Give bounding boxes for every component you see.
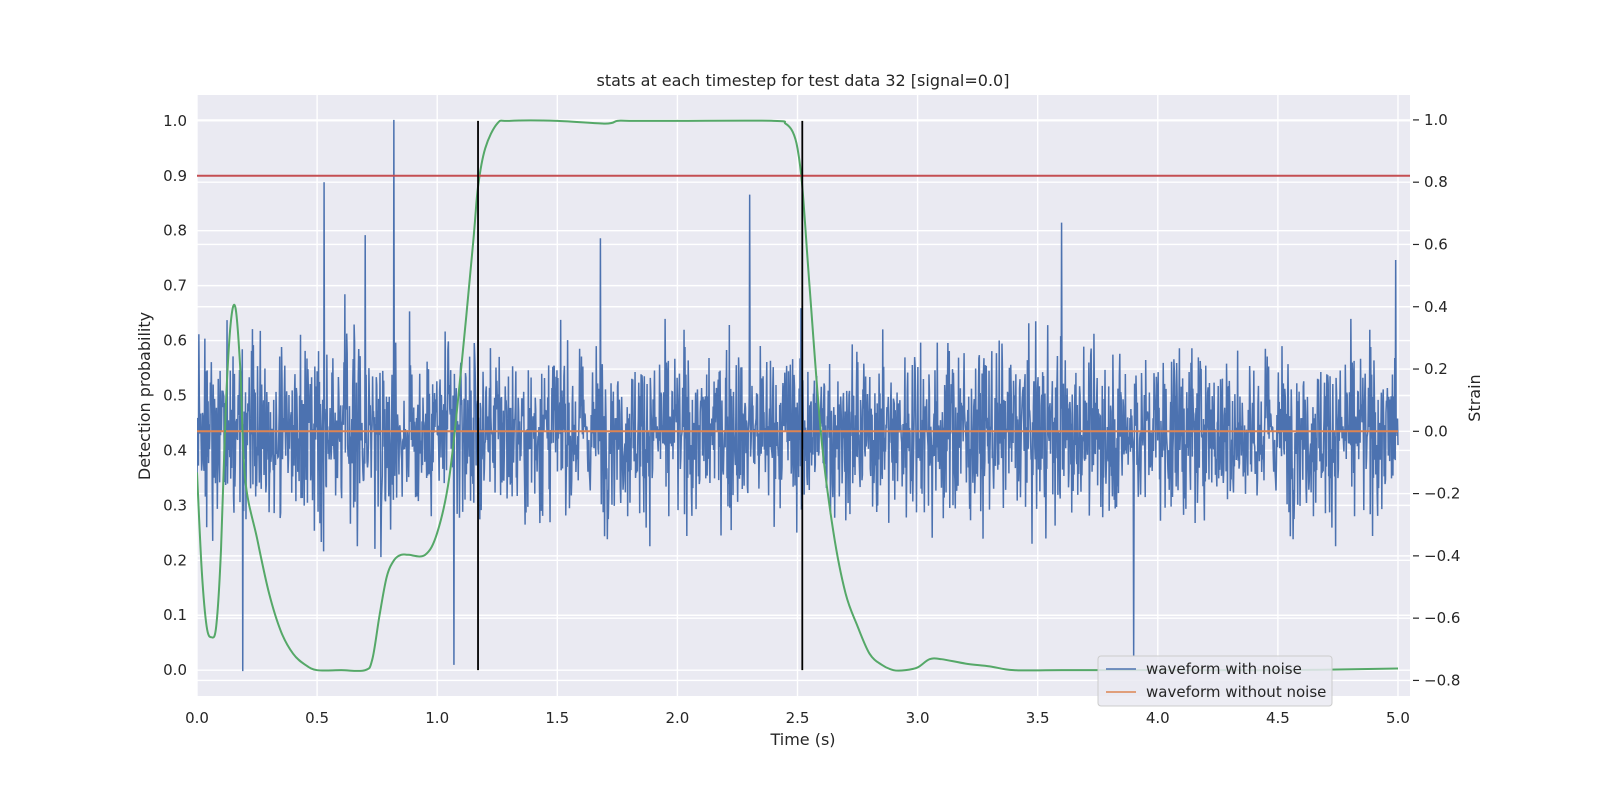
- legend: waveform with noise waveform without noi…: [1097, 655, 1333, 707]
- x-tick-label: 5.0: [1386, 709, 1410, 727]
- y2-tick-label: 0.6: [1424, 235, 1448, 253]
- y2-tick-label: 1.0: [1424, 111, 1448, 129]
- y2-tick-label: −0.6: [1424, 609, 1460, 627]
- y2-tick-label: −0.2: [1424, 485, 1460, 503]
- x-tick-label: 4.5: [1266, 709, 1290, 727]
- y2-tick-label: 0.0: [1424, 422, 1448, 440]
- y-tick-label: 0.4: [163, 441, 187, 459]
- y2-axis-label: Strain: [1465, 374, 1484, 421]
- x-tick-label: 4.0: [1146, 709, 1170, 727]
- series-detection-probability: [197, 119, 1399, 672]
- y2-tick-label: 0.8: [1424, 173, 1448, 191]
- y-tick-label: 0.3: [163, 496, 187, 514]
- legend-box: [1097, 655, 1333, 707]
- y-tick-label: 0.0: [163, 661, 187, 679]
- legend-label-noisy: waveform with noise: [1146, 660, 1302, 678]
- x-tick-label: 3.0: [906, 709, 930, 727]
- x-axis-label: Time (s): [769, 730, 835, 749]
- y2-tick-label: 0.2: [1424, 360, 1448, 378]
- tick-layer: 0.0 0.5 1.0 1.5 2.0 2.5 3.0 3.5 4.0 4.5 5.0 0.0 0.1 0…: [163, 111, 1460, 727]
- y-tick-label: 0.7: [163, 277, 187, 295]
- y-tick-label: 0.6: [163, 332, 187, 350]
- x-tick-label: 0.5: [305, 709, 329, 727]
- y-tick-label: 0.8: [163, 222, 187, 240]
- y2-tick-label: 0.4: [1424, 298, 1448, 316]
- x-tick-label: 0.0: [185, 709, 209, 727]
- x-tick-label: 1.5: [545, 709, 569, 727]
- y-tick-label: 1.0: [163, 112, 187, 130]
- y-tick-label: 0.2: [163, 551, 187, 569]
- x-tick-label: 3.5: [1026, 709, 1050, 727]
- noise-layer: [197, 119, 1399, 672]
- x-tick-label: 1.0: [425, 709, 449, 727]
- y-tick-label: 0.9: [163, 167, 187, 185]
- y2-tick-label: −0.4: [1424, 547, 1460, 565]
- chart-title: stats at each timestep for test data 32 …: [597, 71, 1010, 90]
- y-tick-label: 0.1: [163, 606, 187, 624]
- y-tick-label: 0.5: [163, 387, 187, 405]
- y2-tick-label: −0.8: [1424, 671, 1460, 689]
- x-tick-label: 2.5: [786, 709, 810, 727]
- line-layer: [197, 119, 1410, 672]
- y-axis-label: Detection probability: [135, 312, 154, 480]
- legend-label-clean: waveform without noise: [1146, 683, 1326, 701]
- series-waveform-with-noise: [197, 119, 1399, 672]
- x-tick-label: 2.0: [665, 709, 689, 727]
